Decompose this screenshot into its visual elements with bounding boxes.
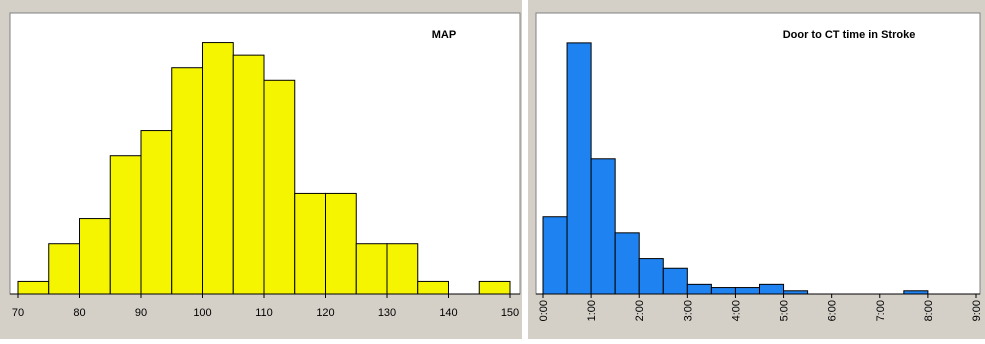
door-to-ct-x-tick-label: 7:00: [875, 300, 887, 321]
door-to-ct-x-tick-label: 4:00: [730, 300, 742, 321]
door-to-ct-x-tick-label: 9:00: [971, 300, 983, 321]
map-histogram-bar: [17, 280, 50, 295]
door-to-ct-x-tick-label: 3:00: [682, 300, 694, 321]
map-x-tick-label: 110: [255, 307, 273, 319]
door-to-ct-histogram-bar: [590, 158, 616, 295]
map-x-tick-label: 80: [73, 307, 85, 319]
door-to-ct-histogram-bar: [638, 258, 664, 295]
map-x-tick-label: 120: [316, 307, 334, 319]
map-x-tick-label: 130: [378, 307, 396, 319]
door-to-ct-x-tick-label: 8:00: [923, 300, 935, 321]
door-to-ct-histogram-bar: [759, 283, 785, 295]
map-histogram-bar: [48, 243, 80, 295]
door-to-ct-histogram-bar: [614, 232, 640, 295]
map-histogram-bar: [325, 192, 357, 295]
map-x-tick-label: 90: [135, 307, 147, 319]
map-histogram-bar: [355, 243, 388, 295]
door-to-ct-x-tick-label: 5:00: [779, 300, 791, 321]
map-histogram-bar: [140, 130, 173, 295]
map-histogram-bar: [171, 67, 203, 295]
map-histogram-bar: [417, 280, 449, 295]
map-histogram-bar: [386, 243, 419, 295]
map-x-tick-label: 70: [12, 307, 24, 319]
door-to-ct-histogram-bar: [662, 267, 688, 295]
door-to-ct-histogram-bar: [566, 42, 592, 295]
map-chart-title: MAP: [432, 29, 456, 41]
map-x-tick-label: 100: [193, 307, 211, 319]
map-histogram-bar: [79, 218, 111, 295]
door-to-ct-chart-title: Door to CT time in Stroke: [783, 29, 916, 41]
map-histogram-bar: [109, 155, 142, 295]
door-to-ct-histogram-bar: [542, 216, 568, 295]
map-x-tick-label: 150: [501, 307, 519, 319]
door-to-ct-histogram: 0:00 1:00 2:00 3:00 4:00 5:00 6:00 7:00 8:00 9:00: [536, 42, 983, 321]
map-histogram: 70 80 90 100 110 120 130 140 150: [10, 42, 520, 319]
map-histogram-bar: [232, 54, 265, 295]
door-to-ct-x-tick-label: 0:00: [538, 300, 550, 321]
map-histogram-bar: [202, 42, 234, 295]
door-to-ct-x-tick-label: 1:00: [586, 300, 598, 321]
map-histogram-bar: [478, 280, 511, 295]
door-to-ct-x-tick-label: 6:00: [827, 300, 839, 321]
map-histogram-bar: [263, 79, 296, 295]
door-to-ct-histogram-bar: [734, 287, 761, 295]
map-histogram-bar: [294, 192, 326, 295]
map-x-tick-label: 140: [439, 307, 457, 319]
door-to-ct-x-tick-label: 2:00: [634, 300, 646, 321]
door-to-ct-histogram-bar: [686, 283, 712, 295]
door-to-ct-histogram-bar: [710, 287, 736, 295]
